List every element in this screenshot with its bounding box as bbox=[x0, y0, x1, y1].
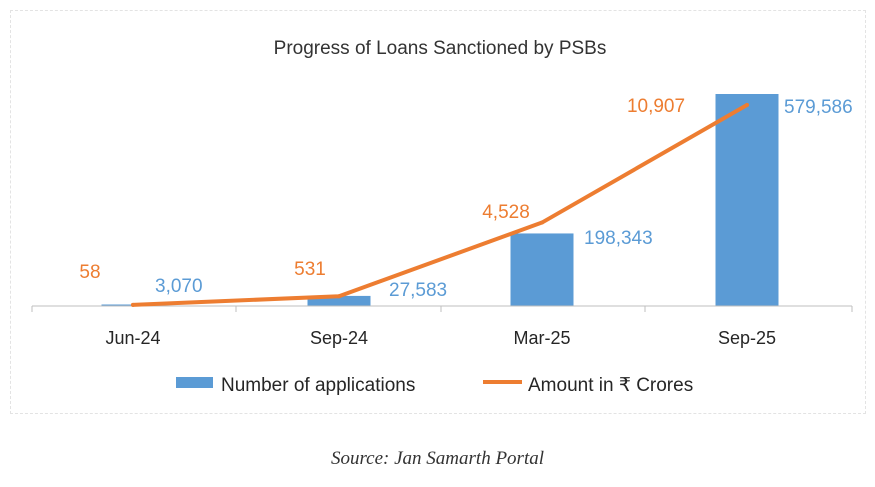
bar-data-label: 579,586 bbox=[784, 97, 853, 118]
amount-line bbox=[131, 103, 749, 307]
x-tick-label: Sep-25 bbox=[718, 328, 776, 348]
bar-data-label: 3,070 bbox=[155, 276, 203, 297]
line-group bbox=[131, 103, 749, 307]
legend-label-amount: Amount in ₹ Crores bbox=[528, 375, 693, 396]
x-tick-label: Sep-24 bbox=[310, 328, 368, 348]
x-tick-label: Jun-24 bbox=[105, 328, 160, 348]
bar-sep-24 bbox=[307, 295, 371, 306]
amount-point bbox=[337, 294, 341, 299]
x-tick-label: Mar-25 bbox=[513, 328, 570, 348]
amount-point bbox=[131, 302, 135, 307]
chart: Progress of Loans Sanctioned by PSBs Jun… bbox=[31, 38, 853, 396]
amount-point bbox=[540, 220, 544, 225]
line-label-group: 58 531 4,528 10,907 bbox=[79, 96, 685, 283]
line-data-label: 58 bbox=[79, 262, 100, 283]
bar-mar-25 bbox=[510, 233, 574, 306]
legend: Number of applications Amount in ₹ Crore… bbox=[176, 375, 693, 396]
bar-data-label: 27,583 bbox=[389, 280, 447, 301]
chart-frame bbox=[10, 10, 866, 414]
bar-label-group: 3,070 27,583 198,343 579,586 bbox=[155, 97, 853, 301]
legend-label-applications: Number of applications bbox=[221, 375, 415, 396]
line-data-label: 531 bbox=[294, 259, 326, 280]
bar-group bbox=[101, 94, 779, 306]
line-data-label: 4,528 bbox=[482, 202, 530, 223]
legend-swatch-applications bbox=[176, 377, 213, 388]
bar-data-label: 198,343 bbox=[584, 228, 653, 249]
bar-sep-25 bbox=[715, 94, 779, 306]
chart-title: Progress of Loans Sanctioned by PSBs bbox=[274, 38, 607, 59]
line-data-label: 10,907 bbox=[627, 96, 685, 117]
x-axis-ticks: Jun-24 Sep-24 Mar-25 Sep-25 bbox=[31, 306, 853, 348]
amount-point bbox=[745, 103, 749, 107]
source-caption: Source: Jan Samarth Portal bbox=[330, 448, 545, 469]
